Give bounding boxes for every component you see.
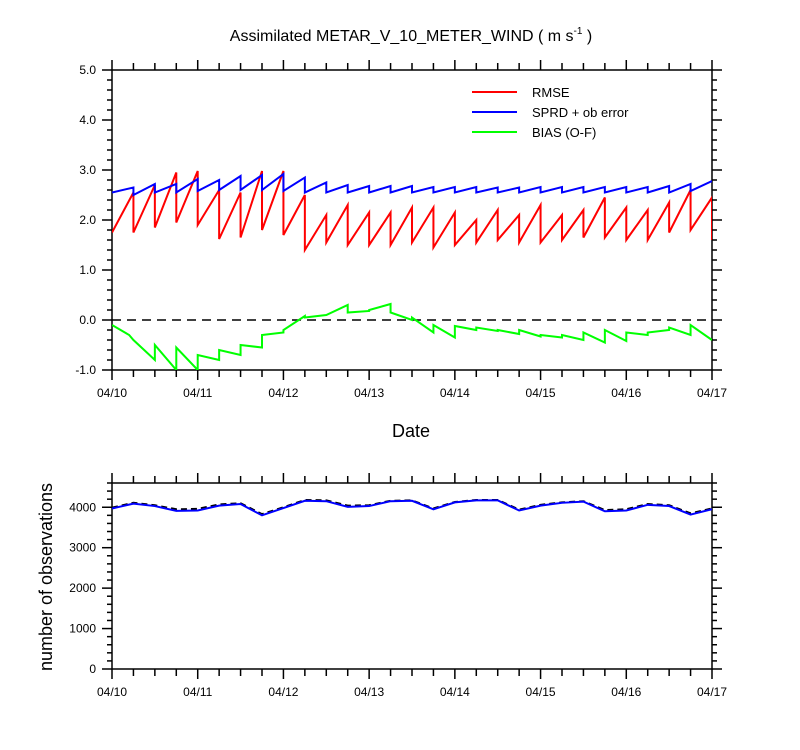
bottom-y-tick-label: 3000: [69, 541, 96, 555]
bottom-x-tick-label: 04/11: [183, 685, 212, 699]
top-x-tick-label: 04/16: [611, 386, 641, 400]
chart-title-suffix: ): [582, 28, 592, 45]
bottom-x-tick-label: 04/15: [526, 685, 556, 699]
bottom-series-line-0: [112, 498, 712, 516]
chart-title-superscript: -1: [574, 26, 583, 37]
bottom-x-tick-label: 04/16: [611, 685, 641, 699]
top-x-tick-label: 04/11: [183, 386, 212, 400]
top-x-tick-label: 04/15: [526, 386, 556, 400]
top-y-tick-label: 0.0: [79, 313, 96, 327]
top-x-tick-label: 04/12: [268, 386, 298, 400]
bottom-series-line-1: [112, 499, 712, 517]
top-y-tick-label: 2.0: [79, 213, 96, 227]
bottom-plot-area: 04/10 04/11 04/12 04/13 04/14 04/15 04/16 04/17…: [69, 473, 727, 699]
bottom-x-tick-label: 04/13: [354, 685, 384, 699]
bottom-x-tick-label: 04/10: [97, 685, 127, 699]
top-series-group: [112, 170, 712, 370]
legend-label-sprd-ob-error: SPRD + ob error: [532, 105, 629, 120]
bottom-y-tick-label: 0: [89, 662, 96, 676]
top-series-rmse: [112, 170, 712, 254]
top-x-tick-label: 04/14: [440, 386, 470, 400]
bottom-series-group: [112, 498, 712, 517]
chart-title: Assimilated METAR_V_10_METER_WIND ( m s-…: [230, 26, 592, 45]
bottom-x-tick-label: 04/12: [268, 685, 298, 699]
top-series-bias-o-f-: [112, 302, 712, 370]
top-x-tick-label: 04/10: [97, 386, 127, 400]
top-plot-area: 04/10 04/11 04/12 04/13 04/14 04/15 04/16 04/17…: [75, 60, 727, 400]
top-x-tick-label: 04/17: [697, 386, 727, 400]
chart-title-main: Assimilated METAR_V_10_METER_WIND ( m s: [230, 28, 574, 45]
top-y-tick-label: 5.0: [79, 63, 96, 77]
legend-label-bias-o-f-: BIAS (O-F): [532, 125, 596, 140]
top-y-tick-label: 3.0: [79, 163, 96, 177]
bottom-x-tick-label: 04/14: [440, 685, 470, 699]
bottom-y-tick-label: 2000: [69, 581, 96, 595]
top-x-tick-label: 04/13: [354, 386, 384, 400]
bottom-y-tick-label: 4000: [69, 500, 96, 514]
bottom-y-axis-title: number of observations: [36, 483, 56, 671]
top-y-tick-label: 1.0: [79, 263, 96, 277]
bottom-x-tick-label: 04/17: [697, 685, 727, 699]
top-legend: RMSE SPRD + ob error BIAS (O-F): [472, 85, 629, 140]
bottom-y-tick-label: 1000: [69, 622, 96, 636]
top-y-tick-label: -1.0: [75, 363, 96, 377]
top-series-sprd-ob-error: [112, 172, 712, 197]
legend-label-rmse: RMSE: [532, 85, 570, 100]
top-y-tick-label: 4.0: [79, 113, 96, 127]
top-x-axis-title: Date: [392, 421, 430, 441]
